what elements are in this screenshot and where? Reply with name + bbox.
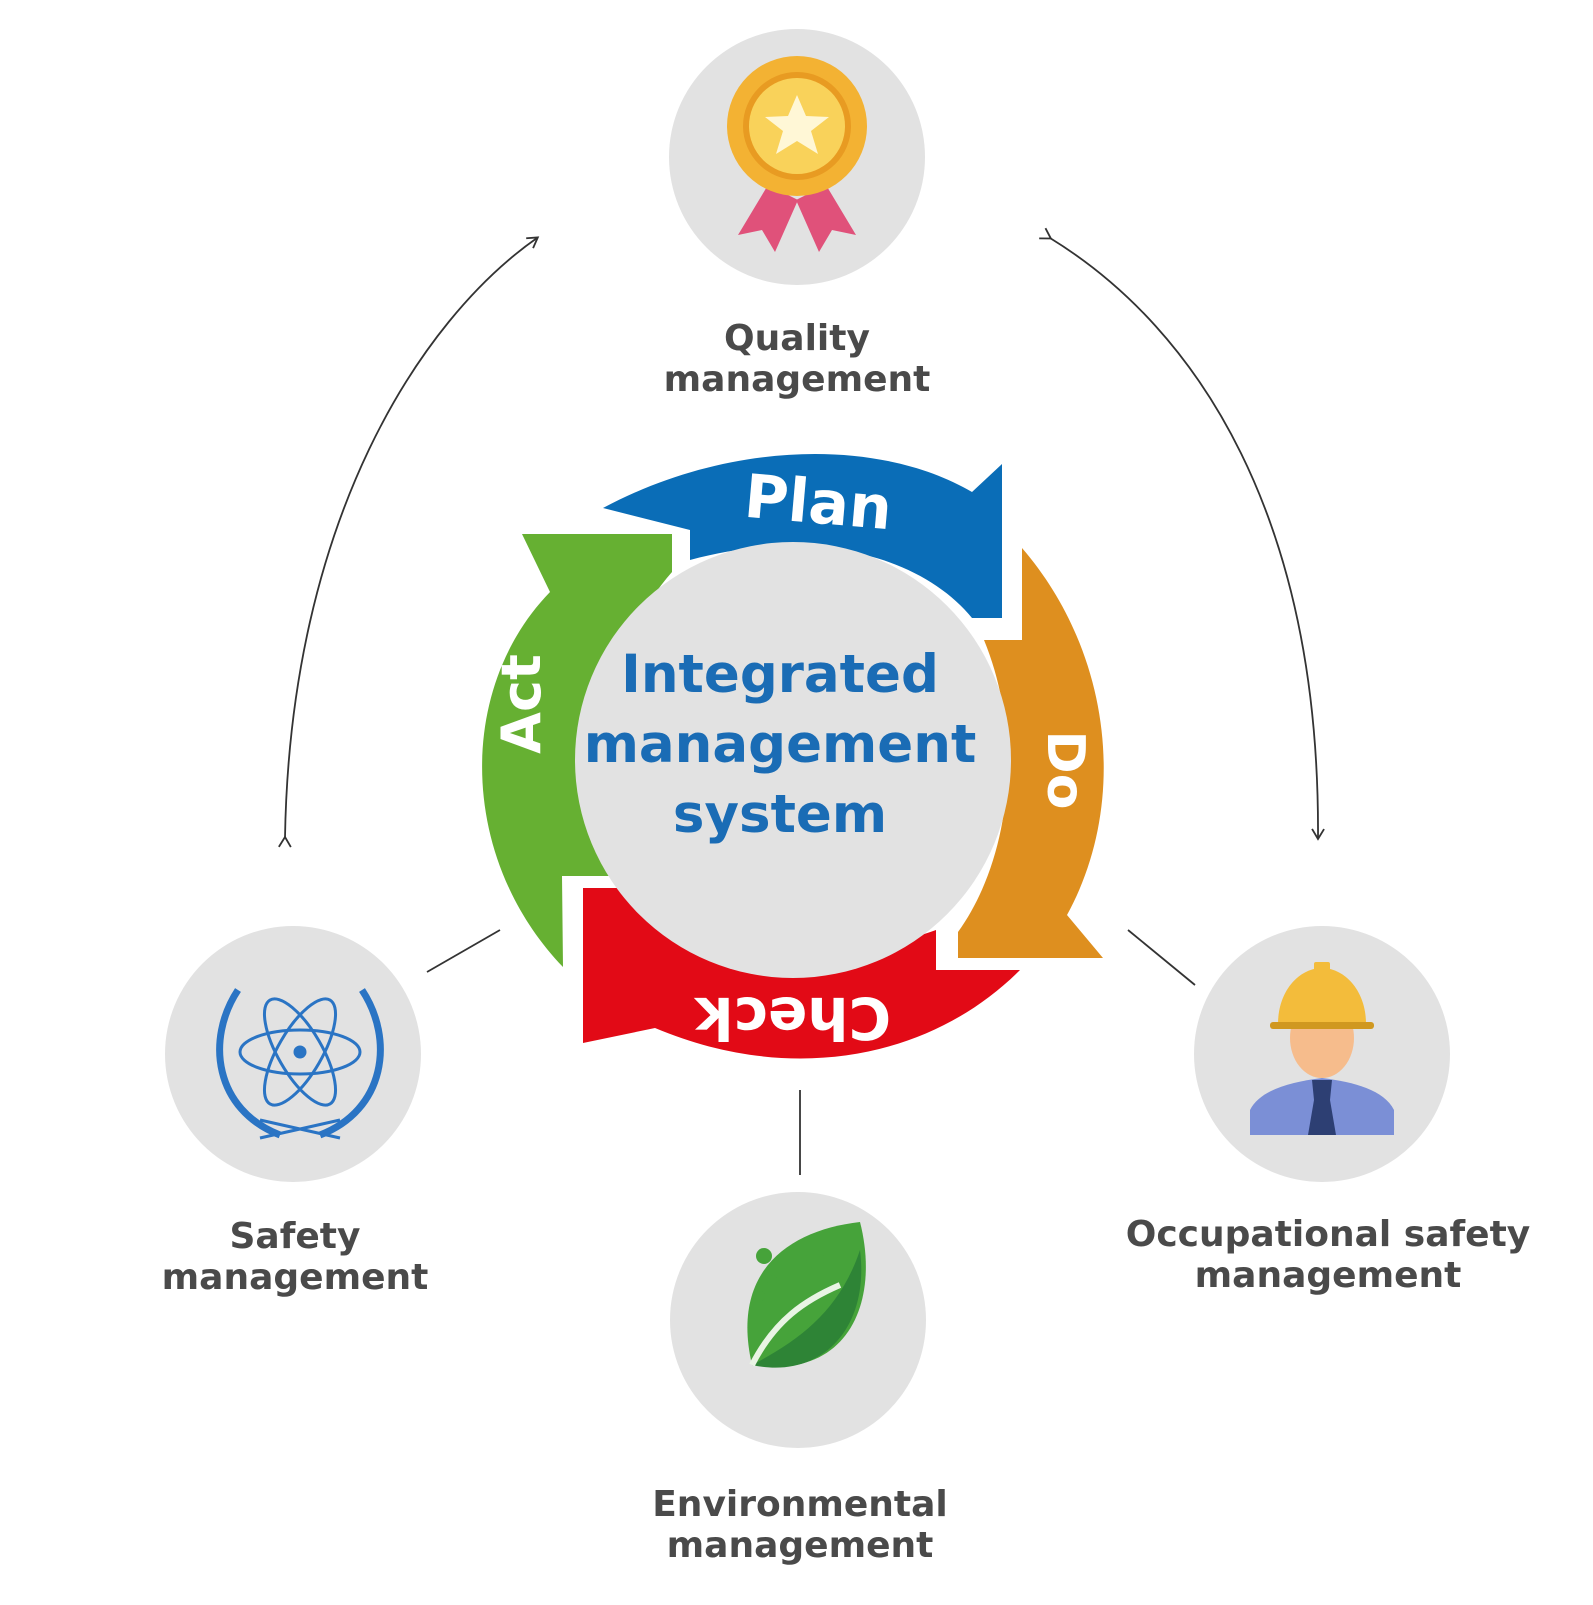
do-label: Do <box>1035 731 1095 810</box>
center-title: Integrated management system <box>565 640 995 850</box>
safety-caption: Safety management <box>100 1216 490 1298</box>
center-circle <box>575 542 1011 978</box>
quality-line1: Quality <box>724 318 870 359</box>
do-arrow <box>958 548 1104 958</box>
award-medal-icon <box>727 56 867 252</box>
occupational-caption: Occupational safety management <box>1108 1214 1548 1296</box>
quality-line2: management <box>663 359 931 400</box>
quality-caption: Quality management <box>597 318 997 400</box>
plan-arrow <box>603 454 1002 618</box>
act-label: Act <box>490 654 553 754</box>
center-title-line2: management <box>583 714 977 775</box>
occupational-line2: management <box>1194 1255 1462 1296</box>
atom-laurel-icon <box>216 988 384 1140</box>
connector-occupational <box>1127 929 1196 986</box>
safety-line2: management <box>161 1257 429 1298</box>
environmental-caption: Environmental management <box>590 1484 1010 1566</box>
connector-safety <box>426 929 501 973</box>
construction-worker-icon <box>1250 962 1394 1135</box>
connector-quality-safety <box>278 236 540 848</box>
connector-quality-occupational <box>1039 227 1325 841</box>
environmental-line2: management <box>666 1525 934 1566</box>
center-title-line1: Integrated <box>621 644 939 705</box>
plan-label: Plan <box>742 462 895 545</box>
center-title-line3: system <box>672 784 888 845</box>
occupational-line1: Occupational safety <box>1125 1214 1531 1255</box>
safety-circle <box>165 926 421 1182</box>
safety-line1: Safety <box>229 1216 361 1257</box>
leaf-icon <box>747 1222 866 1368</box>
check-label: Check <box>694 984 892 1052</box>
environmental-line1: Environmental <box>652 1484 948 1525</box>
